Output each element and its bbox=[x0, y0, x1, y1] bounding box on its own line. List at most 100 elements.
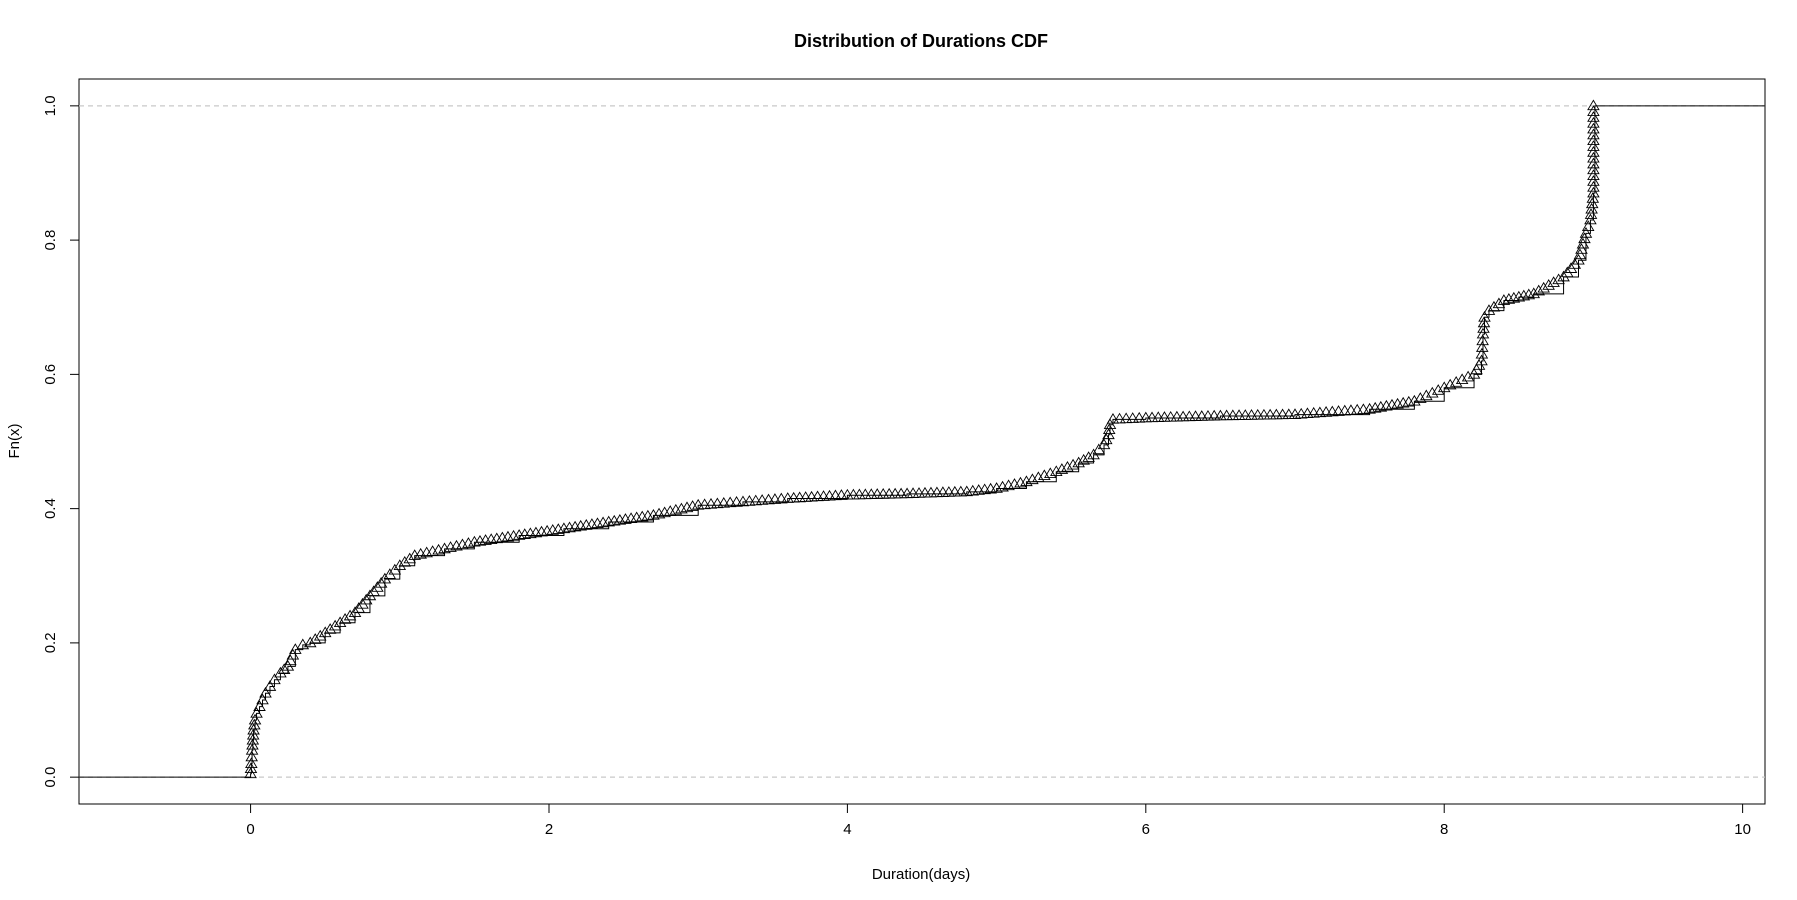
cdf-step-line bbox=[79, 105, 1765, 778]
data-point-158 bbox=[1061, 460, 1074, 472]
data-point-197 bbox=[1276, 408, 1289, 420]
data-point-15 bbox=[263, 680, 277, 691]
data-point-110 bbox=[775, 492, 788, 504]
data-point-30 bbox=[333, 616, 347, 628]
data-point-183 bbox=[1189, 410, 1202, 421]
data-point-278 bbox=[1587, 146, 1600, 157]
data-point-194 bbox=[1257, 408, 1271, 420]
data-point-37 bbox=[363, 589, 377, 601]
data-point-105 bbox=[743, 495, 756, 506]
y-tick-label-0: 0.0 bbox=[42, 767, 59, 788]
data-point-20 bbox=[284, 654, 297, 666]
data-point-233 bbox=[1475, 347, 1489, 359]
y-tick-label-3: 0.6 bbox=[42, 364, 59, 385]
data-point-125 bbox=[864, 488, 878, 499]
data-point-247 bbox=[1517, 289, 1531, 301]
data-point-192 bbox=[1245, 409, 1258, 420]
y-axis: 0.0 0.2 0.4 0.6 0.8 1.0 bbox=[42, 95, 79, 788]
data-point-103 bbox=[730, 496, 743, 507]
x-tick-label-3: 6 bbox=[1142, 821, 1150, 838]
x-tick-label-1: 2 bbox=[545, 821, 553, 838]
data-point-237 bbox=[1477, 322, 1490, 333]
data-point-182 bbox=[1183, 410, 1196, 422]
data-point-239 bbox=[1478, 310, 1491, 322]
x-tick-label-2: 4 bbox=[843, 821, 851, 838]
data-point-124 bbox=[859, 488, 872, 500]
data-point-174 bbox=[1132, 411, 1146, 423]
data-point-257 bbox=[1564, 262, 1578, 273]
data-point-186 bbox=[1207, 409, 1221, 421]
data-point-191 bbox=[1238, 409, 1252, 420]
data-point-232 bbox=[1475, 354, 1488, 366]
data-point-275 bbox=[1587, 163, 1600, 175]
data-point-256 bbox=[1561, 266, 1574, 278]
data-point-276 bbox=[1587, 157, 1600, 169]
data-point-246 bbox=[1512, 290, 1526, 302]
x-tick-label-0: 0 bbox=[246, 821, 254, 838]
data-point-175 bbox=[1139, 411, 1153, 423]
data-point-188 bbox=[1220, 409, 1233, 421]
y-tick-label-4: 0.8 bbox=[42, 230, 59, 251]
data-point-193 bbox=[1251, 408, 1264, 420]
data-point-285 bbox=[1587, 105, 1600, 116]
data-point-227 bbox=[1455, 373, 1469, 385]
data-point-242 bbox=[1492, 297, 1506, 309]
data-point-198 bbox=[1282, 408, 1296, 420]
data-point-31 bbox=[338, 613, 352, 624]
data-point-19 bbox=[281, 659, 295, 671]
plot-frame bbox=[78, 78, 1766, 805]
data-point-95 bbox=[680, 501, 694, 513]
data-point-286 bbox=[1587, 99, 1600, 111]
data-point-172 bbox=[1119, 412, 1133, 424]
data-point-259 bbox=[1572, 253, 1585, 265]
data-point-272 bbox=[1587, 180, 1600, 192]
data-point-104 bbox=[736, 495, 750, 507]
x-axis: 0 2 4 6 8 10 bbox=[246, 804, 1751, 838]
data-point-219 bbox=[1408, 394, 1421, 406]
data-point-96 bbox=[686, 500, 699, 511]
data-point-271 bbox=[1587, 186, 1600, 198]
data-point-252 bbox=[1542, 279, 1555, 290]
data-point-223 bbox=[1431, 384, 1445, 395]
data-point-157 bbox=[1055, 463, 1069, 474]
data-point-225 bbox=[1443, 378, 1457, 390]
data-point-277 bbox=[1587, 151, 1600, 163]
data-point-130 bbox=[894, 487, 908, 499]
data-point-279 bbox=[1587, 140, 1600, 151]
reference-lines bbox=[79, 105, 1765, 778]
data-point-98 bbox=[698, 498, 711, 510]
data-point-161 bbox=[1077, 453, 1090, 465]
data-point-34 bbox=[352, 602, 366, 613]
data-point-244 bbox=[1502, 293, 1516, 304]
data-point-265 bbox=[1581, 220, 1595, 231]
data-point-94 bbox=[675, 502, 688, 514]
data-point-280 bbox=[1587, 134, 1600, 146]
data-point-235 bbox=[1476, 334, 1489, 346]
data-point-92 bbox=[663, 505, 677, 516]
x-axis-label: Duration(days) bbox=[872, 866, 970, 883]
data-point-250 bbox=[1532, 284, 1545, 296]
data-point-3 bbox=[245, 750, 258, 762]
data-point-243 bbox=[1497, 294, 1511, 305]
data-point-187 bbox=[1214, 409, 1227, 421]
data-point-226 bbox=[1449, 376, 1463, 387]
data-point-260 bbox=[1573, 248, 1587, 260]
data-point-123 bbox=[853, 488, 866, 500]
data-point-12 bbox=[253, 700, 266, 711]
data-point-107 bbox=[755, 494, 769, 505]
data-point-131 bbox=[900, 487, 914, 499]
data-point-162 bbox=[1082, 451, 1095, 462]
data-point-170 bbox=[1106, 412, 1120, 424]
data-point-266 bbox=[1584, 213, 1597, 225]
data-point-97 bbox=[691, 498, 705, 510]
data-point-249 bbox=[1527, 287, 1541, 299]
data-point-282 bbox=[1587, 122, 1600, 134]
data-point-156 bbox=[1049, 465, 1063, 477]
data-point-268 bbox=[1585, 202, 1598, 214]
data-point-255 bbox=[1557, 270, 1570, 282]
data-point-128 bbox=[882, 487, 896, 499]
data-point-16 bbox=[268, 673, 281, 685]
data-point-176 bbox=[1145, 411, 1159, 423]
y-tick-label-2: 0.4 bbox=[42, 498, 59, 519]
data-point-122 bbox=[847, 488, 860, 500]
